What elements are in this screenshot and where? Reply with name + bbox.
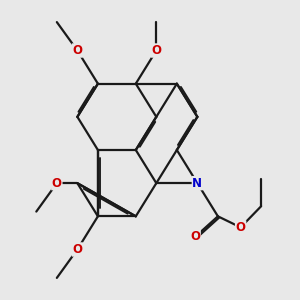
Text: N: N	[192, 177, 203, 190]
Text: O: O	[190, 230, 200, 243]
Text: O: O	[151, 44, 161, 57]
Text: O: O	[72, 44, 82, 57]
Text: O: O	[236, 221, 246, 234]
Text: O: O	[52, 177, 62, 190]
Text: O: O	[72, 243, 82, 256]
